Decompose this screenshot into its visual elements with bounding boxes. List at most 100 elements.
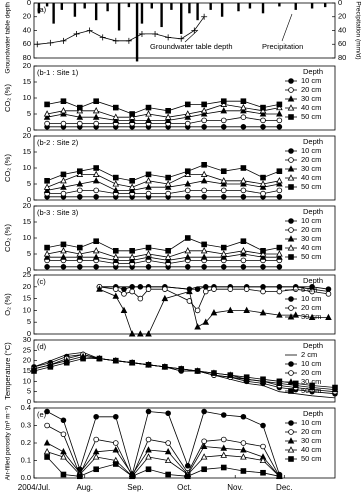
y-tick-label: 0.2 — [21, 438, 31, 447]
marker — [76, 113, 84, 120]
marker — [200, 107, 208, 114]
marker — [186, 287, 193, 295]
marker — [44, 408, 50, 415]
marker — [288, 148, 294, 154]
marker — [129, 359, 135, 366]
precip-bar — [220, 3, 224, 17]
marker — [325, 291, 332, 297]
marker — [220, 107, 228, 114]
marker — [120, 306, 128, 313]
marker — [240, 124, 247, 130]
y-tick-label: 0.3 — [21, 420, 31, 429]
precip-bar — [127, 3, 131, 8]
x-tick-label: Sep. — [127, 483, 143, 492]
y-tick-label: 0.0 — [21, 473, 31, 482]
marker — [332, 384, 338, 391]
marker — [60, 107, 67, 114]
marker — [112, 186, 120, 193]
marker — [240, 98, 247, 105]
marker — [287, 244, 295, 251]
marker — [227, 286, 234, 292]
y-axis-label: CO₂ (%) — [3, 224, 12, 252]
legend-label: 10 cm — [301, 359, 321, 368]
marker — [125, 37, 132, 44]
marker — [276, 124, 283, 130]
y-tick-label: 5 — [27, 387, 31, 396]
marker — [165, 34, 172, 41]
series-line — [46, 451, 280, 477]
marker — [260, 247, 266, 254]
marker — [44, 120, 50, 127]
legend-title: Depth — [303, 207, 323, 216]
legend-label: 2 cm — [301, 350, 317, 359]
marker — [260, 263, 266, 270]
marker — [145, 250, 152, 257]
marker — [112, 104, 119, 111]
marker — [164, 448, 172, 455]
marker — [145, 116, 152, 123]
marker — [47, 364, 54, 370]
marker — [60, 177, 67, 184]
legend-label: 20 cm — [301, 303, 321, 312]
marker — [93, 413, 99, 420]
precip-bar — [37, 3, 41, 14]
x-tick-label: Nov. — [227, 483, 243, 492]
marker — [220, 98, 227, 105]
panel-label: (b-3 : Site 3) — [37, 208, 79, 217]
series-line — [47, 110, 280, 121]
marker — [145, 253, 152, 260]
marker — [288, 370, 294, 376]
marker — [194, 307, 201, 314]
marker — [77, 244, 83, 251]
precip-bar — [261, 3, 265, 14]
y-tick-label: 0.4 — [21, 403, 31, 412]
y-tick-label: 15 — [23, 366, 31, 375]
legend-title: Depth — [303, 67, 323, 76]
marker — [260, 469, 266, 476]
marker — [86, 27, 93, 34]
legend-label: 50 cm — [301, 112, 321, 121]
marker — [44, 101, 50, 108]
y-tick-label: 60 — [23, 39, 31, 48]
marker — [201, 263, 207, 270]
marker — [276, 103, 283, 111]
marker — [164, 113, 172, 120]
marker — [240, 103, 247, 111]
y-tick-label: 20 — [23, 356, 31, 365]
marker — [276, 283, 283, 290]
marker — [128, 256, 136, 263]
marker — [162, 364, 168, 370]
marker — [145, 466, 152, 473]
marker — [243, 374, 250, 380]
marker — [260, 174, 266, 181]
marker — [129, 473, 135, 480]
marker — [31, 368, 37, 374]
marker — [287, 446, 295, 453]
marker — [243, 286, 250, 292]
y-tick-label: 0.1 — [21, 455, 31, 464]
marker — [112, 174, 119, 181]
marker — [112, 461, 119, 467]
marker — [128, 253, 136, 260]
marker — [93, 120, 99, 127]
marker — [288, 78, 294, 84]
marker — [260, 104, 266, 111]
marker — [288, 114, 294, 120]
marker — [112, 247, 119, 254]
marker — [164, 456, 172, 464]
series-line — [47, 180, 280, 191]
marker — [129, 247, 135, 254]
y-tick-label: 10 — [23, 163, 31, 172]
legend-title: Depth — [303, 276, 323, 285]
marker — [93, 194, 99, 200]
marker — [260, 422, 266, 429]
annotation: Groundwater table depth — [150, 42, 233, 51]
marker — [184, 263, 191, 270]
legend-title: Depth — [303, 409, 323, 418]
marker — [60, 263, 67, 270]
marker — [191, 27, 198, 34]
marker — [92, 113, 100, 120]
marker — [220, 451, 228, 458]
legend-label: 10 cm — [301, 418, 321, 427]
